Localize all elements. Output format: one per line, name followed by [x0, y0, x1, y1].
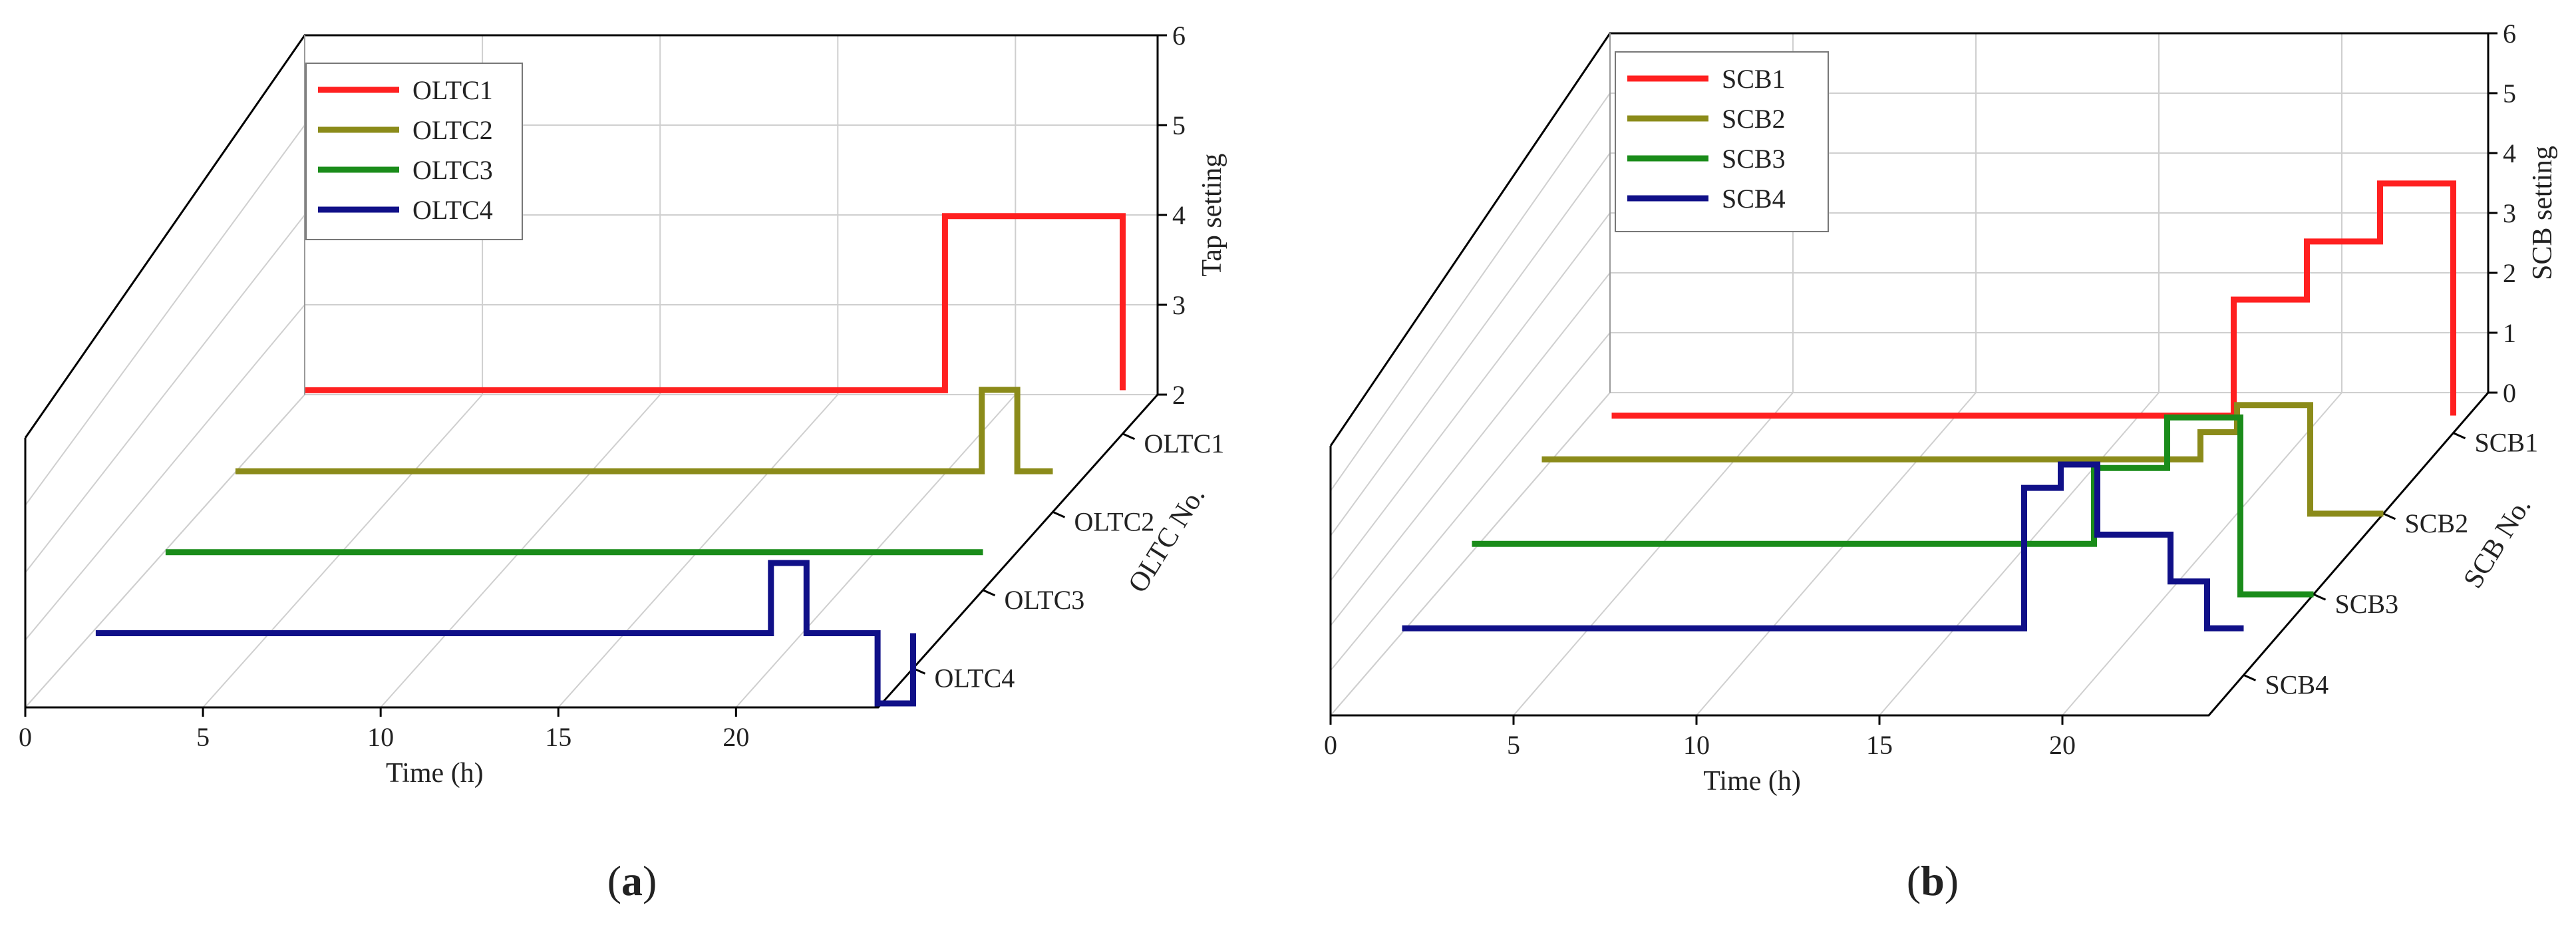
x-axis-label: Time (h)	[386, 758, 484, 789]
legend-label: SCB2	[1722, 104, 1786, 134]
depth-axis-label: SCB No.	[2458, 492, 2537, 594]
box-frame-top	[24, 34, 1159, 439]
z-axis-label: Tap setting	[1197, 154, 1227, 277]
side-wall-gridline	[1330, 392, 1611, 716]
depth-axis-label: OLTC No.	[1122, 481, 1211, 598]
legend-label: OLTC1	[412, 75, 493, 105]
legend-box	[1615, 51, 1829, 232]
depth-tick-mark	[2243, 674, 2257, 681]
panel-a: 0 5 10 15 20 Time (h) 2 3 4 5 6 Tap setting OLTC1 OLT…	[19, 21, 1227, 904]
side-wall-gridline	[1330, 93, 1611, 492]
depth-tick-mark	[2452, 432, 2466, 439]
depth-tick-label: SCB2	[2405, 508, 2469, 538]
z-tick-label: 1	[2503, 318, 2516, 348]
z-tick-label: 6	[1172, 21, 1186, 51]
box-frame-bottom	[25, 394, 1159, 709]
z-tick-label: 3	[1172, 290, 1186, 320]
depth-tick-mark	[1122, 433, 1136, 441]
depth-tick-label: OLTC4	[935, 663, 1015, 693]
side-wall-gridline	[25, 394, 305, 708]
x-tick-label: 20	[2049, 730, 2076, 760]
series-line-oltc2	[235, 387, 1053, 474]
depth-tick-label: SCB1	[2475, 428, 2539, 458]
depth-tick-mark	[2382, 512, 2396, 520]
series-line-scb1	[1611, 180, 2456, 419]
depth-tick-mark	[982, 589, 996, 597]
caption-paren: )	[1945, 857, 1959, 904]
series-line-scb2	[1541, 402, 2384, 517]
depth-tick-label: OLTC2	[1074, 506, 1155, 536]
x-tick-label: 15	[1866, 730, 1893, 760]
legend-label: SCB3	[1722, 144, 1786, 174]
legend-label: OLTC4	[412, 195, 493, 225]
z-tick-label: 5	[2503, 79, 2516, 108]
depth-tick-label: SCB4	[2265, 669, 2329, 699]
legend-label: SCB1	[1722, 64, 1786, 94]
z-axis-label: SCB setting	[2527, 146, 2558, 280]
caption-letter: a	[621, 857, 643, 904]
z-tick-label: 5	[1172, 110, 1186, 140]
depth-tick-label: OLTC3	[1005, 585, 1085, 615]
caption-letter: b	[1921, 857, 1945, 904]
z-tick-label: 2	[2503, 258, 2516, 288]
legend-label: OLTC2	[412, 115, 493, 145]
legend-label: SCB4	[1722, 184, 1786, 214]
floor-gridline	[1879, 392, 2160, 716]
x-tick-label: 15	[545, 722, 571, 752]
side-wall-gridline	[1330, 212, 1611, 582]
legend-label: OLTC3	[412, 155, 493, 185]
side-wall-gridline	[25, 304, 305, 641]
series-line-oltc4	[95, 560, 916, 707]
box-frame-bottom	[1331, 392, 2490, 717]
z-tick-label: 6	[2503, 19, 2516, 49]
side-wall-gridline	[1330, 152, 1611, 536]
depth-tick-label: OLTC1	[1144, 429, 1225, 459]
side-wall-gridline	[1330, 272, 1611, 626]
z-tick-label: 0	[2503, 378, 2516, 408]
side-wall-gridline	[25, 214, 305, 574]
x-tick-label: 10	[367, 722, 394, 752]
side-wall-gridline	[1330, 332, 1611, 671]
x-tick-label: 5	[1507, 730, 1520, 760]
side-wall-gridline	[25, 124, 305, 506]
x-axis-label: Time (h)	[1703, 766, 1801, 797]
z-tick-label: 2	[1172, 380, 1186, 410]
depth-tick-label: SCB3	[2335, 589, 2399, 619]
caption-paren: (	[1907, 857, 1921, 904]
x-tick-label: 5	[196, 722, 210, 752]
floor-gridline	[1696, 392, 1977, 716]
panel-b: 0 5 10 15 20 Time (h) 0 1 2 3 4 5 6 SCB setting SCB1 SC…	[1324, 19, 2558, 904]
x-tick-label: 0	[19, 722, 32, 752]
panel-caption: (b)	[1907, 857, 1959, 904]
floor-gridline	[1513, 392, 1794, 716]
depth-tick-mark	[2313, 593, 2327, 601]
floor-gridline	[2062, 392, 2342, 716]
x-tick-label: 0	[1324, 730, 1337, 760]
depth-tick-mark	[1052, 510, 1066, 518]
x-tick-label: 20	[723, 722, 749, 752]
series-line-scb3	[1472, 414, 2314, 598]
caption-paren: )	[643, 857, 657, 904]
x-tick-label: 10	[1683, 730, 1710, 760]
caption-paren: (	[607, 857, 621, 904]
panel-caption: (a)	[607, 857, 657, 904]
z-tick-label: 3	[2503, 198, 2516, 228]
series-line-scb4	[1402, 461, 2244, 632]
z-tick-label: 4	[1172, 200, 1186, 230]
z-tick-label: 4	[2503, 138, 2516, 168]
series-line-oltc1	[305, 213, 1126, 393]
